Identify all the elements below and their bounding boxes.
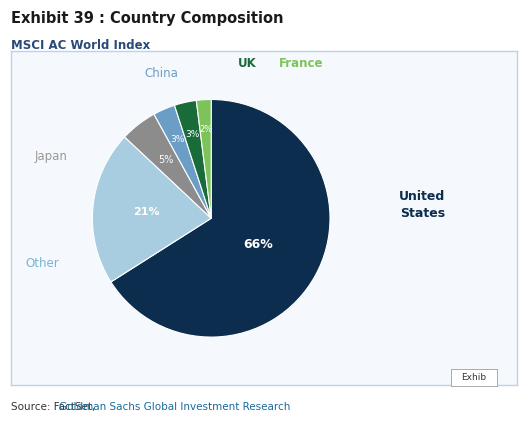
Wedge shape bbox=[196, 99, 211, 218]
Text: 2%: 2% bbox=[199, 125, 212, 134]
Text: Source: FactSet,: Source: FactSet, bbox=[11, 401, 98, 412]
Wedge shape bbox=[154, 105, 211, 218]
Text: Goldman Sachs Global Investment Research: Goldman Sachs Global Investment Research bbox=[59, 401, 290, 412]
Wedge shape bbox=[111, 99, 330, 337]
Text: China: China bbox=[144, 67, 178, 80]
Text: Other: Other bbox=[26, 257, 59, 270]
Text: Japan: Japan bbox=[34, 150, 67, 163]
Text: 66%: 66% bbox=[243, 238, 273, 250]
Text: United
States: United States bbox=[399, 190, 446, 220]
Text: 3%: 3% bbox=[170, 135, 184, 144]
Text: UK: UK bbox=[238, 57, 256, 70]
Text: France: France bbox=[279, 57, 324, 70]
Wedge shape bbox=[125, 114, 211, 218]
Text: Exhibit 39 : Country Composition: Exhibit 39 : Country Composition bbox=[11, 11, 283, 26]
Wedge shape bbox=[92, 137, 211, 282]
Text: 5%: 5% bbox=[158, 155, 174, 165]
Text: Exhib: Exhib bbox=[461, 373, 487, 382]
Text: 3%: 3% bbox=[185, 130, 200, 139]
Text: MSCI AC World Index: MSCI AC World Index bbox=[11, 39, 150, 52]
Text: 21%: 21% bbox=[133, 207, 159, 217]
Wedge shape bbox=[174, 101, 211, 218]
